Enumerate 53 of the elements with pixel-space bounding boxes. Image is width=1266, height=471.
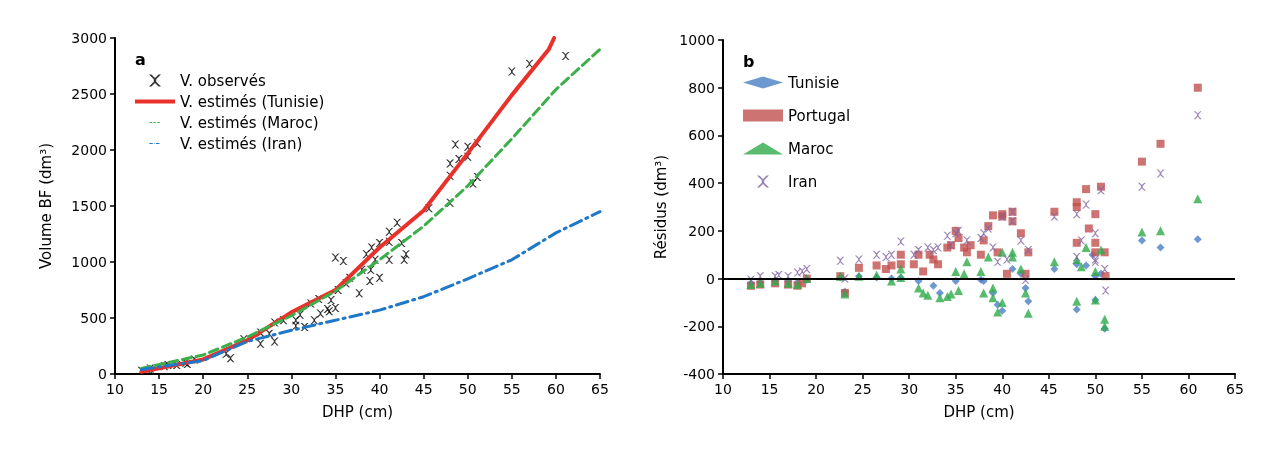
legend-label: Maroc bbox=[788, 139, 834, 158]
x-tick-label: 25 bbox=[853, 381, 872, 397]
legend-label: V. estimés (Tunisie) bbox=[180, 92, 325, 111]
x-tick-label: 20 bbox=[807, 381, 825, 397]
y-tick-label: 600 bbox=[688, 127, 715, 144]
y-tick-label: 1000 bbox=[71, 254, 107, 270]
legend-label: Portugal bbox=[788, 106, 851, 125]
y-tick-label: -200 bbox=[683, 318, 715, 335]
x-tick-label: 40 bbox=[993, 381, 1012, 397]
x-tick-label: 60 bbox=[1179, 381, 1198, 397]
y-tick-label: 500 bbox=[80, 310, 107, 326]
x-tick-label: 45 bbox=[414, 381, 433, 397]
x-tick-label: 15 bbox=[760, 381, 779, 397]
y-tick-label: 0 bbox=[706, 270, 715, 287]
x-tick-label: 65 bbox=[591, 381, 609, 397]
x-axis-title: DHP (cm) bbox=[321, 402, 394, 421]
x-tick-label: 50 bbox=[1086, 381, 1105, 397]
x-tick-label: 45 bbox=[1039, 381, 1058, 397]
x-tick-label: 20 bbox=[194, 381, 213, 397]
x-tick-label: 15 bbox=[150, 381, 168, 397]
x-tick-label: 30 bbox=[900, 381, 919, 397]
text: b bbox=[743, 51, 755, 71]
legend-label: Iran bbox=[788, 172, 818, 191]
x-tick-label: 55 bbox=[1132, 381, 1151, 397]
x-axis-title: DHP (cm) bbox=[943, 402, 1015, 421]
y-tick-label: 1500 bbox=[71, 198, 107, 214]
x-tick-label: 25 bbox=[238, 381, 257, 397]
x-tick-label: 35 bbox=[946, 381, 965, 397]
x-tick-label: 65 bbox=[1226, 381, 1244, 397]
y-tick-label: 2500 bbox=[71, 86, 107, 102]
y-tick-label: 400 bbox=[688, 175, 715, 192]
legend-label: Tunisie bbox=[787, 73, 840, 92]
x-tick-label: 35 bbox=[326, 381, 345, 397]
y-tick-label: 3000 bbox=[71, 30, 107, 46]
x-tick-label: 10 bbox=[106, 381, 124, 397]
y-tick-label: 200 bbox=[688, 222, 715, 239]
x-tick-label: 30 bbox=[282, 381, 301, 397]
x-tick-label: 40 bbox=[370, 381, 389, 397]
y-tick-label: 2000 bbox=[71, 142, 107, 158]
y-tick-label: 800 bbox=[688, 79, 715, 96]
x-tick-label: 50 bbox=[458, 381, 477, 397]
x-tick-label: 10 bbox=[714, 381, 732, 397]
y-tick-label: 0 bbox=[98, 366, 107, 382]
y-axis-title: Volume BF (dm³) bbox=[36, 142, 55, 270]
y-axis-title: Résidus (dm³) bbox=[651, 154, 670, 260]
y-tick-label: 1000 bbox=[679, 32, 715, 48]
legend-label: V. estimés (Maroc) bbox=[180, 113, 319, 132]
text: a bbox=[135, 49, 146, 69]
x-tick-label: 60 bbox=[547, 381, 565, 397]
y-tick-label: -400 bbox=[683, 366, 715, 382]
legend-label: V. estimés (Iran) bbox=[180, 134, 303, 153]
x-tick-label: 55 bbox=[502, 381, 521, 397]
legend-label: V. observés bbox=[180, 71, 266, 90]
